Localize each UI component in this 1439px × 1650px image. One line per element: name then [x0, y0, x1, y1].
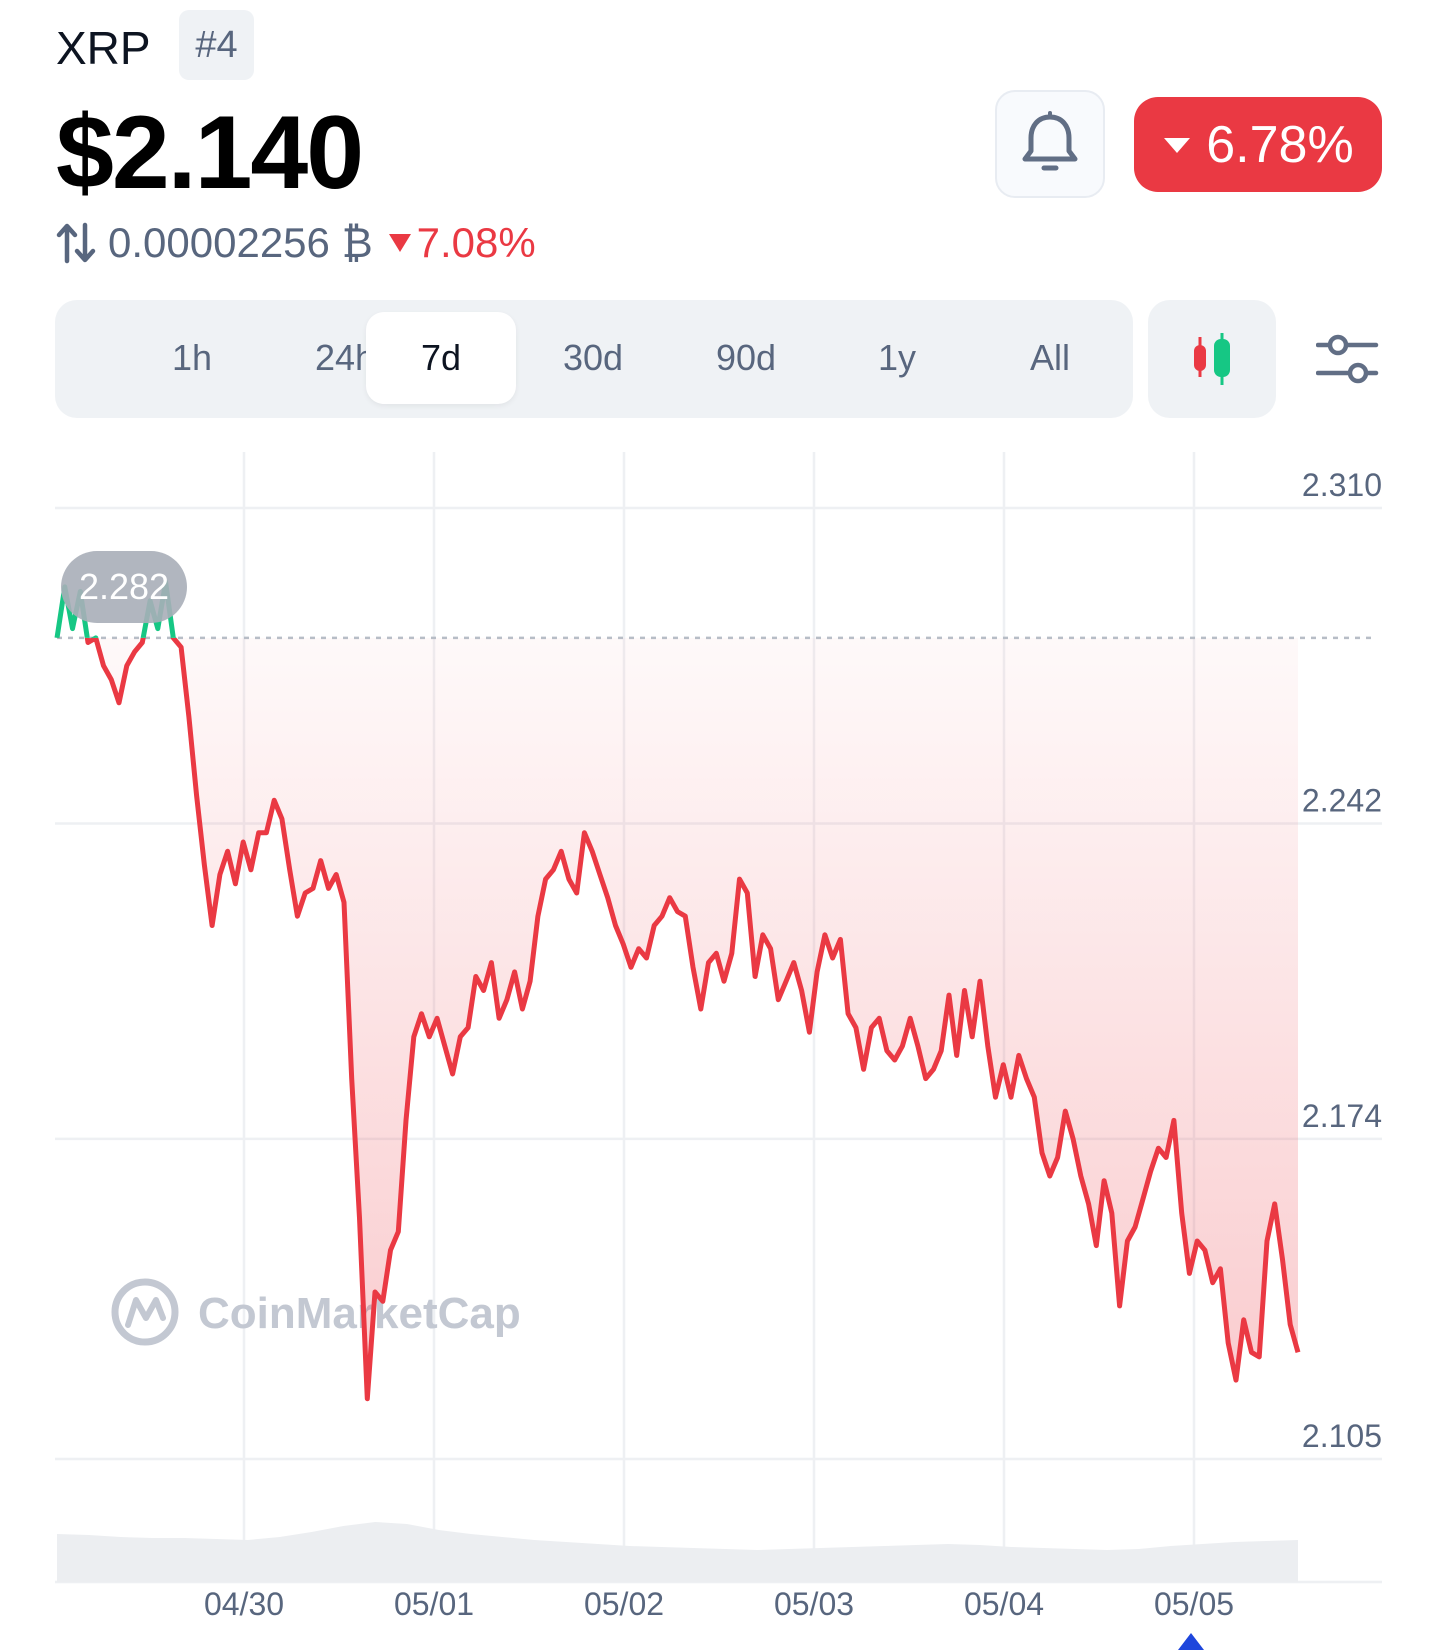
y-tick-label: 2.242: [1302, 782, 1382, 818]
price-change-value: 6.78%: [1206, 115, 1354, 174]
price-alert-button[interactable]: [995, 90, 1105, 198]
coin-name: XRP: [56, 22, 151, 74]
btc-change: 7.08%: [387, 219, 536, 267]
bell-icon: [1022, 111, 1078, 171]
volume-bars: [57, 1522, 1298, 1582]
x-tick-label: 05/02: [584, 1586, 664, 1622]
candlestick-toggle-button[interactable]: [1148, 300, 1276, 418]
rank-badge: #4: [179, 10, 254, 80]
chart-settings-button[interactable]: [1310, 322, 1386, 398]
sliders-icon: [1316, 334, 1379, 384]
x-tick-label: 05/03: [774, 1586, 854, 1622]
x-tick-label: 05/04: [964, 1586, 1044, 1622]
y-tick-label: 2.105: [1302, 1418, 1382, 1454]
caret-down-icon: [1164, 137, 1191, 153]
y-tick-label: 2.174: [1302, 1098, 1382, 1134]
price-chart[interactable]: CoinMarketCap 2.282 2.310 2.242 2.174 2.105…: [0, 440, 1439, 1650]
price-line-down: [56, 637, 1301, 1402]
tab-24h[interactable]: 24h: [314, 337, 376, 378]
x-tick-label: 04/30: [204, 1586, 284, 1622]
price-area-fill: [57, 637, 1298, 1399]
btc-value: 0.00002256 ₿: [108, 219, 373, 266]
reference-bubble: 2.282: [61, 551, 187, 623]
x-tick-label: 05/05: [1154, 1586, 1234, 1622]
x-tick-label: 05/01: [394, 1586, 474, 1622]
tab-7d[interactable]: 7d: [366, 312, 516, 404]
y-tick-label: 2.310: [1302, 467, 1382, 503]
candlestick-icon: [1194, 333, 1230, 385]
reference-bubble-bg: [61, 551, 187, 623]
scroll-indicator-icon: [1178, 1633, 1204, 1650]
price-change-badge: 6.78%: [1134, 97, 1382, 192]
volume-area: [57, 1522, 1298, 1582]
current-price: $2.140: [56, 95, 364, 211]
tab-90d[interactable]: 90d: [715, 337, 777, 378]
tab-all[interactable]: All: [1029, 337, 1070, 378]
tab-30d[interactable]: 30d: [562, 337, 624, 378]
tab-1y[interactable]: 1y: [877, 337, 917, 378]
reference-bubble-value: 2.282: [79, 566, 169, 607]
time-range-tabs: 1h 24h 7d 30d 90d 1y All: [55, 300, 1133, 418]
watermark-text: CoinMarketCap: [198, 1289, 521, 1338]
btc-change-value: 7.08%: [416, 219, 536, 266]
tab-1h[interactable]: 1h: [171, 337, 213, 378]
btc-price-row: 0.00002256 ₿ 7.08%: [56, 215, 536, 271]
swap-arrows-icon: [56, 222, 96, 264]
caret-down-icon: [388, 234, 411, 252]
watermark: CoinMarketCap: [111, 1278, 521, 1346]
coinmarketcap-logo-icon: [111, 1278, 179, 1346]
